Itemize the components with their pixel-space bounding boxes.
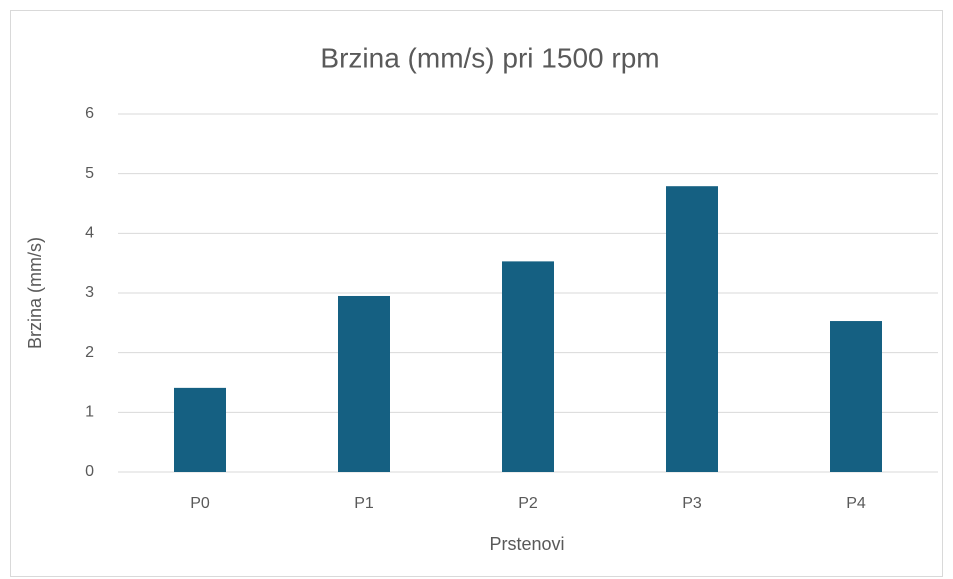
x-tick-label: P2 <box>518 495 538 512</box>
x-axis-title: Prstenovi <box>489 534 564 554</box>
y-tick-label: 1 <box>85 404 94 421</box>
y-tick-label: 3 <box>85 284 94 301</box>
bar <box>830 321 882 472</box>
y-tick-label: 2 <box>85 344 94 361</box>
y-tick-label: 0 <box>85 463 94 480</box>
chart-title: Brzina (mm/s) pri 1500 rpm <box>320 42 659 73</box>
x-tick-label: P4 <box>846 495 866 512</box>
x-tick-label: P3 <box>682 495 702 512</box>
x-tick-label: P1 <box>354 495 374 512</box>
y-tick-label: 4 <box>85 225 94 242</box>
y-axis-title: Brzina (mm/s) <box>25 237 45 349</box>
bar <box>502 261 554 472</box>
x-tick-label: P0 <box>190 495 210 512</box>
bar <box>338 295 390 472</box>
bar <box>666 186 718 473</box>
y-tick-label: 5 <box>85 165 94 182</box>
y-tick-label: 6 <box>85 105 94 122</box>
bar <box>174 387 226 472</box>
